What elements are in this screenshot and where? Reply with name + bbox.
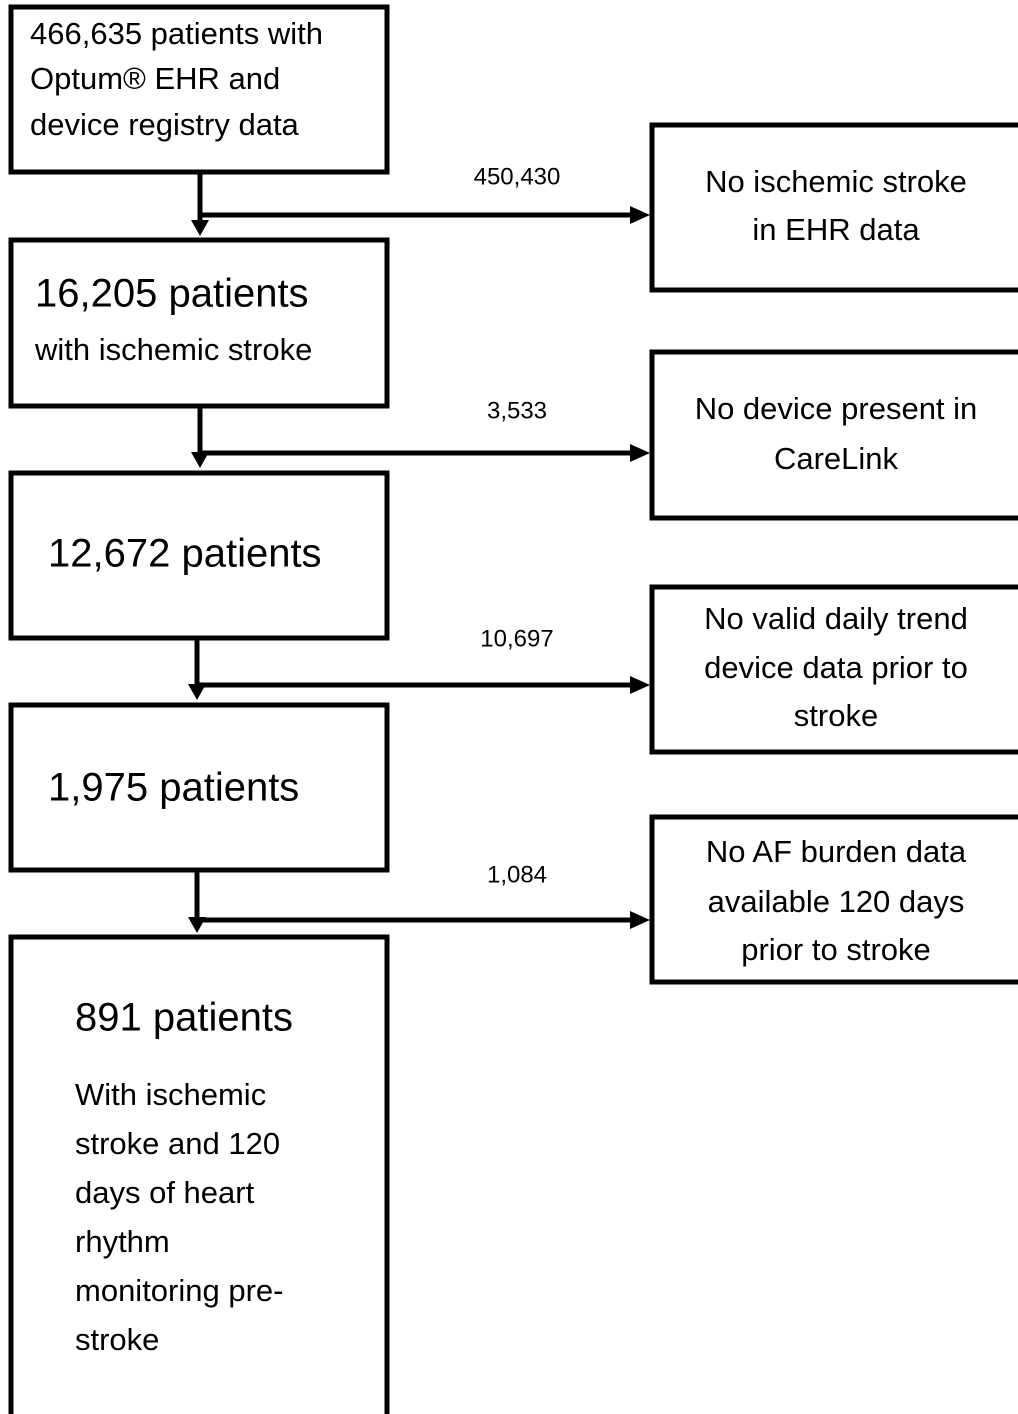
arrowhead [630, 444, 650, 462]
arrowhead [188, 684, 206, 700]
box-line: stroke and 120 [75, 1126, 280, 1161]
arrowhead [630, 206, 650, 224]
exclusion-box [649, 584, 1018, 755]
arrowhead [191, 452, 209, 468]
exclusion-line: CareLink [774, 441, 899, 476]
arrowhead [630, 676, 650, 694]
box-line: device registry data [30, 107, 300, 142]
arrowhead [191, 220, 209, 236]
box-heading: 12,672 patients [48, 532, 322, 576]
exclusion-box [649, 349, 1018, 521]
box-line: 466,635 patients with [30, 16, 323, 51]
exclusion-line: No AF burden data [706, 834, 967, 869]
exclusion-count: 450,430 [474, 163, 561, 190]
exclusion-line: prior to stroke [741, 932, 931, 967]
box-line: monitoring pre- [75, 1273, 283, 1308]
box-line: rhythm [75, 1224, 170, 1259]
main-box [8, 237, 390, 409]
exclusion-box [649, 814, 1018, 985]
exclusion-box [649, 122, 1018, 293]
exclusion-line: No device present in [695, 391, 978, 426]
box-heading: 1,975 patients [48, 766, 299, 810]
exclusion-line: in EHR data [752, 212, 920, 247]
exclusion-count: 1,084 [487, 861, 547, 888]
box-heading: 16,205 patients [35, 272, 309, 316]
exclusion-line: available 120 days [708, 884, 965, 919]
exclusion-line: stroke [794, 698, 878, 733]
box-line: stroke [75, 1322, 159, 1357]
exclusion-count: 3,533 [487, 397, 547, 424]
box-line: With ischemic [75, 1077, 266, 1112]
exclusion-line: device data prior to [704, 650, 968, 685]
exclusion-line: No ischemic stroke [705, 164, 967, 199]
box-line: with ischemic stroke [34, 332, 312, 367]
exclusion-count: 10,697 [480, 625, 553, 652]
box-line: days of heart [75, 1175, 255, 1210]
main-box [8, 934, 390, 1414]
box-heading: 891 patients [75, 996, 293, 1040]
exclusion-line: No valid daily trend [704, 601, 968, 636]
arrowhead [630, 911, 650, 929]
box-line: Optum® EHR and [30, 61, 280, 96]
